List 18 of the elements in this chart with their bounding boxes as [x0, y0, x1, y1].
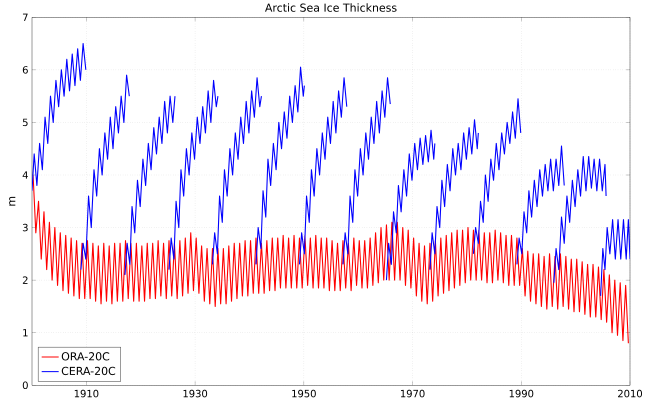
x-tick-label: 1930 [184, 390, 208, 398]
x-tick-label: 1910 [74, 390, 98, 398]
y-axis-title: m [9, 196, 16, 206]
y-tick-label: 1 [23, 328, 28, 336]
y-tick-label: 7 [22, 14, 28, 21]
x-tick-label: 1970 [400, 390, 425, 398]
y-tick-label: 6 [22, 66, 28, 74]
y-tick-label: 0 [22, 381, 28, 389]
y-tick-label: 3 [22, 224, 28, 232]
legend-label: ORA-20C [62, 352, 110, 360]
y-tick-label: 2 [22, 276, 28, 284]
x-tick-label: 1950 [292, 390, 316, 398]
y-tick-label: 4 [22, 171, 28, 178]
chart-title: Arctic Sea Ice Thickness [264, 3, 397, 12]
x-tick-label: 1990 [510, 390, 534, 398]
y-tick-label: 5 [22, 118, 28, 126]
x-tick-label: 2010 [618, 390, 642, 398]
legend-label: CERA-20C [62, 366, 116, 375]
